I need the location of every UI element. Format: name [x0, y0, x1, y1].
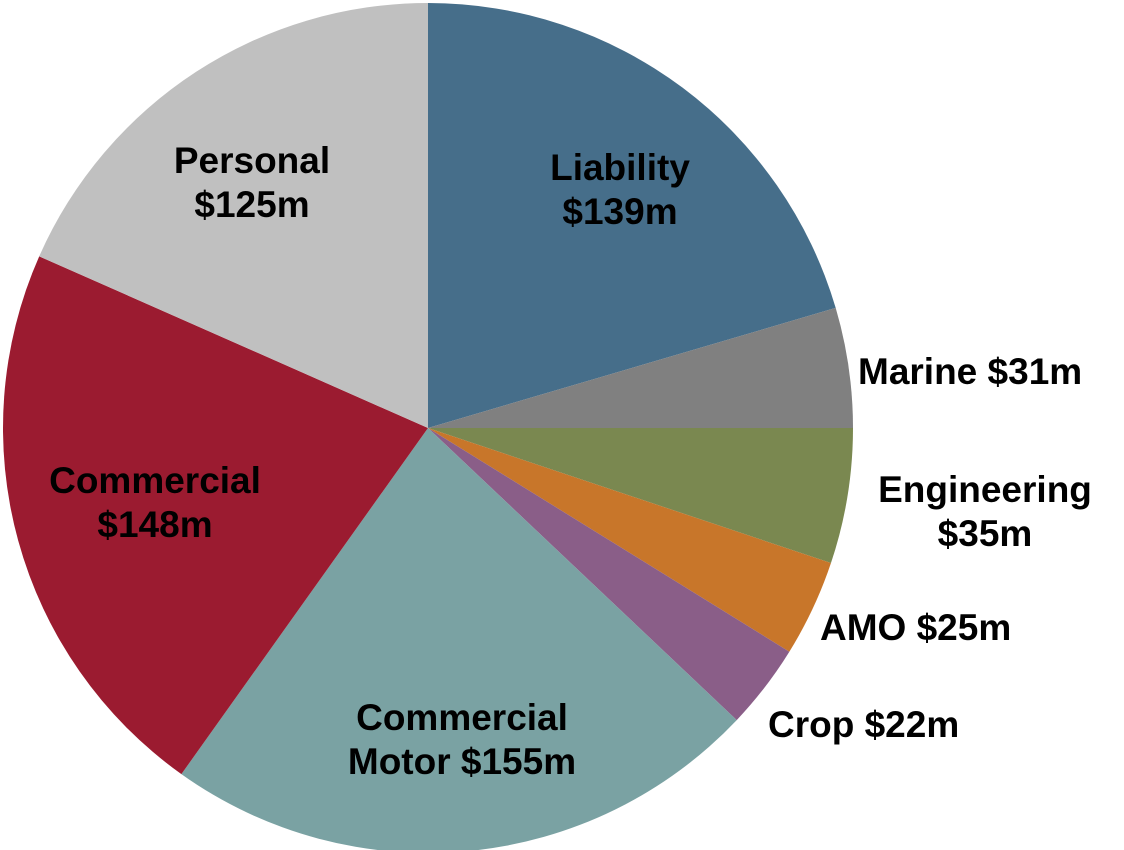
category-label: Liability [550, 147, 690, 188]
value-label: $125m [194, 184, 310, 225]
pie-slice [428, 428, 853, 564]
value-label: $25m [916, 607, 1012, 648]
pie-slice [428, 307, 853, 428]
pie-slice [428, 428, 790, 721]
value-label: $35m [937, 513, 1033, 554]
category-label: Marine [858, 351, 978, 392]
value-label: $155m [460, 741, 577, 782]
category-label: AMO [820, 607, 907, 648]
slice-label: Crop $22m [768, 703, 959, 747]
category-label: Personal [173, 140, 331, 181]
pie-slice [428, 3, 836, 428]
slice-label: AMO $25m [820, 606, 1011, 650]
category-label: Commercial [49, 460, 261, 501]
pie-slice [39, 3, 428, 428]
pie-slice [181, 428, 737, 850]
slice-label: Engineering $35m [878, 468, 1092, 556]
category-label: Engineering [878, 469, 1092, 510]
value-label: $139m [562, 191, 678, 232]
category-label: Commercial Motor [347, 697, 568, 782]
category-label: Crop [768, 704, 855, 745]
pie-slice [428, 428, 831, 652]
slice-label: Personal $125m [174, 139, 330, 227]
slice-label: Marine $31m [858, 350, 1082, 394]
slice-label: Liability $139m [550, 146, 690, 234]
pie-slice [2, 256, 428, 775]
value-label: $22m [864, 704, 960, 745]
value-label: $148m [97, 504, 213, 545]
value-label: $31m [987, 351, 1083, 392]
slice-label: Commercial $148m [49, 459, 261, 547]
slice-label: Commercial Motor $155m [317, 696, 607, 784]
